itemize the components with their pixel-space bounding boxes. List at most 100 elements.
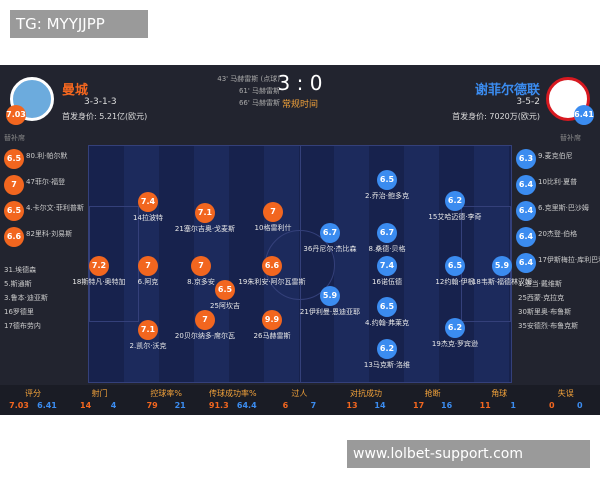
- stat-home: 91.3: [208, 401, 229, 410]
- player-rating: 6.2: [445, 318, 465, 338]
- stat-home: 14: [80, 401, 92, 410]
- stat-away: 4: [110, 401, 117, 410]
- player-rating: 7: [138, 256, 158, 276]
- goal-entry: 66' 马赫雷斯: [238, 99, 280, 107]
- player-name: 12约翰·伊根: [435, 278, 475, 286]
- away-rating: 6.41: [574, 105, 594, 125]
- stat-home: 0: [549, 401, 555, 410]
- match-panel: 7.03 曼城 3-3-1-3 首发身价: 5.21亿(欧元) 43' 马赫雷斯…: [0, 65, 600, 415]
- stats-bar: 评分 7.03 6.41 射门 14 4 控球率% 79 21 传球成功率% 91.3 64.4 过人 6…: [0, 385, 600, 415]
- bench-name: 30斯里奥·布鲁斯: [518, 308, 572, 316]
- bench-name: 6.克里斯·巴沙姆: [538, 204, 589, 212]
- watermark: www.lolbet-support.com: [347, 440, 590, 468]
- home-formation: 3-3-1-3: [84, 97, 117, 107]
- player-name: 2.凯尔·沃克: [129, 342, 167, 350]
- bench-name: 9.麦克伯尼: [538, 152, 573, 160]
- player-rating: 7: [191, 256, 211, 276]
- stat-label: 控球率%: [150, 389, 182, 398]
- stat-away: 64.4: [236, 401, 257, 410]
- bench-name: 3.鲁本·迪亚斯: [4, 294, 48, 302]
- stat-away: 1: [510, 401, 516, 410]
- player-name: 25阿坎吉: [210, 302, 240, 310]
- stat-away: 16: [441, 401, 453, 410]
- player-name: 15艾哈迈德·李奇: [428, 213, 482, 221]
- player-rating: 6.5: [377, 297, 397, 317]
- stat-label: 传球成功率%: [208, 389, 257, 398]
- stat-home: 13: [346, 401, 358, 410]
- bench-name: 31.埃德森: [4, 266, 37, 274]
- player-name: 26马赫雷斯: [253, 332, 291, 340]
- player-rating: 7: [263, 202, 283, 222]
- bench-name: 1.亚当·戴维斯: [518, 280, 562, 288]
- stat-home: 79: [146, 401, 158, 410]
- stat-label: 过人: [291, 389, 308, 398]
- stat-away: 7: [310, 401, 317, 410]
- goal-entry: 43' 马赫雷斯 (点球): [217, 75, 280, 83]
- player-rating: 7.4: [138, 192, 158, 212]
- stat-away: 0: [577, 401, 583, 410]
- bench-name: 17伊斯梅拉·库利巴利: [538, 256, 600, 264]
- player-name: 2.乔治·鲍多克: [365, 192, 409, 200]
- player-rating: 7: [195, 310, 215, 330]
- player-rating: 7.2: [89, 256, 109, 276]
- bench-rating: 6.3: [516, 149, 536, 169]
- stat-label: 评分: [25, 389, 41, 398]
- player-name: 8.京多安: [187, 278, 215, 286]
- stat-label: 角球: [491, 389, 508, 398]
- bench-rating: 6.4: [516, 201, 536, 221]
- home-value: 首发身价: 5.21亿(欧元): [62, 112, 148, 121]
- stat-home: 11: [479, 401, 491, 410]
- player-rating: 5.9: [320, 286, 340, 306]
- away-name: 谢菲尔德联: [474, 83, 540, 98]
- bench-name: 4.卡尔文·菲利普斯: [26, 204, 84, 212]
- bench-name: 16罗德里: [4, 308, 34, 316]
- score: 3 : 0: [277, 71, 323, 95]
- bench-name: 20杰登·伯格: [538, 230, 578, 238]
- home-name: 曼城: [62, 83, 89, 98]
- bench-rating: 6.4: [516, 227, 536, 247]
- stat-home: 6: [282, 401, 289, 410]
- player-rating: 6.5: [377, 170, 397, 190]
- player-rating: 6.2: [377, 339, 397, 359]
- stat-home: 7.03: [9, 401, 29, 410]
- player-name: 13马克斯·洛维: [363, 361, 411, 369]
- player-name: 36丹尼尔·杰比森: [303, 245, 357, 253]
- bench-name: 47菲尔·福登: [26, 178, 66, 186]
- player-rating: 6.7: [377, 223, 397, 243]
- player-name: 6.阿克: [137, 278, 159, 286]
- player-name: 21塞尔吉奥·戈麦斯: [174, 225, 236, 233]
- bench-name: 25西蒙·克拉克: [518, 294, 565, 302]
- player-name: 19杰克·罗宾逊: [431, 340, 479, 348]
- goal-entry: 61' 马赫雷斯: [238, 87, 280, 95]
- stat-away: 21: [174, 401, 186, 410]
- watermark: TG: MYYJJPP: [10, 10, 148, 38]
- stat-label: 失误: [557, 389, 574, 398]
- player-rating: 9.9: [262, 310, 282, 330]
- bench-rating: 6.5: [4, 201, 24, 221]
- away-crest: [546, 77, 590, 121]
- bench-name: 5.斯通斯: [4, 280, 32, 288]
- match-status: 常规时间: [281, 100, 318, 110]
- player-name: 21伊利曼·恩迪亚耶: [299, 308, 361, 316]
- bench-rating: 6.4: [516, 253, 536, 273]
- away-value: 首发身价: 7020万(欧元): [452, 112, 540, 121]
- player-rating: 6.5: [445, 256, 465, 276]
- bench-name: 82里科·刘易斯: [26, 230, 73, 238]
- bench-name: 35安德烈·布鲁克斯: [518, 322, 579, 330]
- player-name: 10格雷利什: [254, 224, 292, 232]
- goal-list: 43' 马赫雷斯 (点球) 61' 马赫雷斯 66' 马赫雷斯: [170, 73, 280, 109]
- stat-home: 17: [413, 401, 425, 410]
- stat-label: 射门: [91, 389, 108, 398]
- player-name: 18韦斯·福德林汉姆: [471, 278, 533, 286]
- bench-rating: 6.5: [4, 149, 24, 169]
- player-name: 4.约翰·弗莱克: [365, 319, 409, 327]
- player-name: 8.桑德·贝格: [368, 245, 406, 253]
- bench-name: 80.利·帕尔默: [26, 152, 68, 160]
- player-rating: 7.1: [138, 320, 158, 340]
- bench-rating: 7: [4, 175, 24, 195]
- player-name: 19朱利安·阿尔瓦雷斯: [238, 278, 306, 286]
- pitch: [88, 145, 512, 383]
- stat-label: 抢断: [424, 389, 441, 398]
- player-rating: 7.1: [195, 203, 215, 223]
